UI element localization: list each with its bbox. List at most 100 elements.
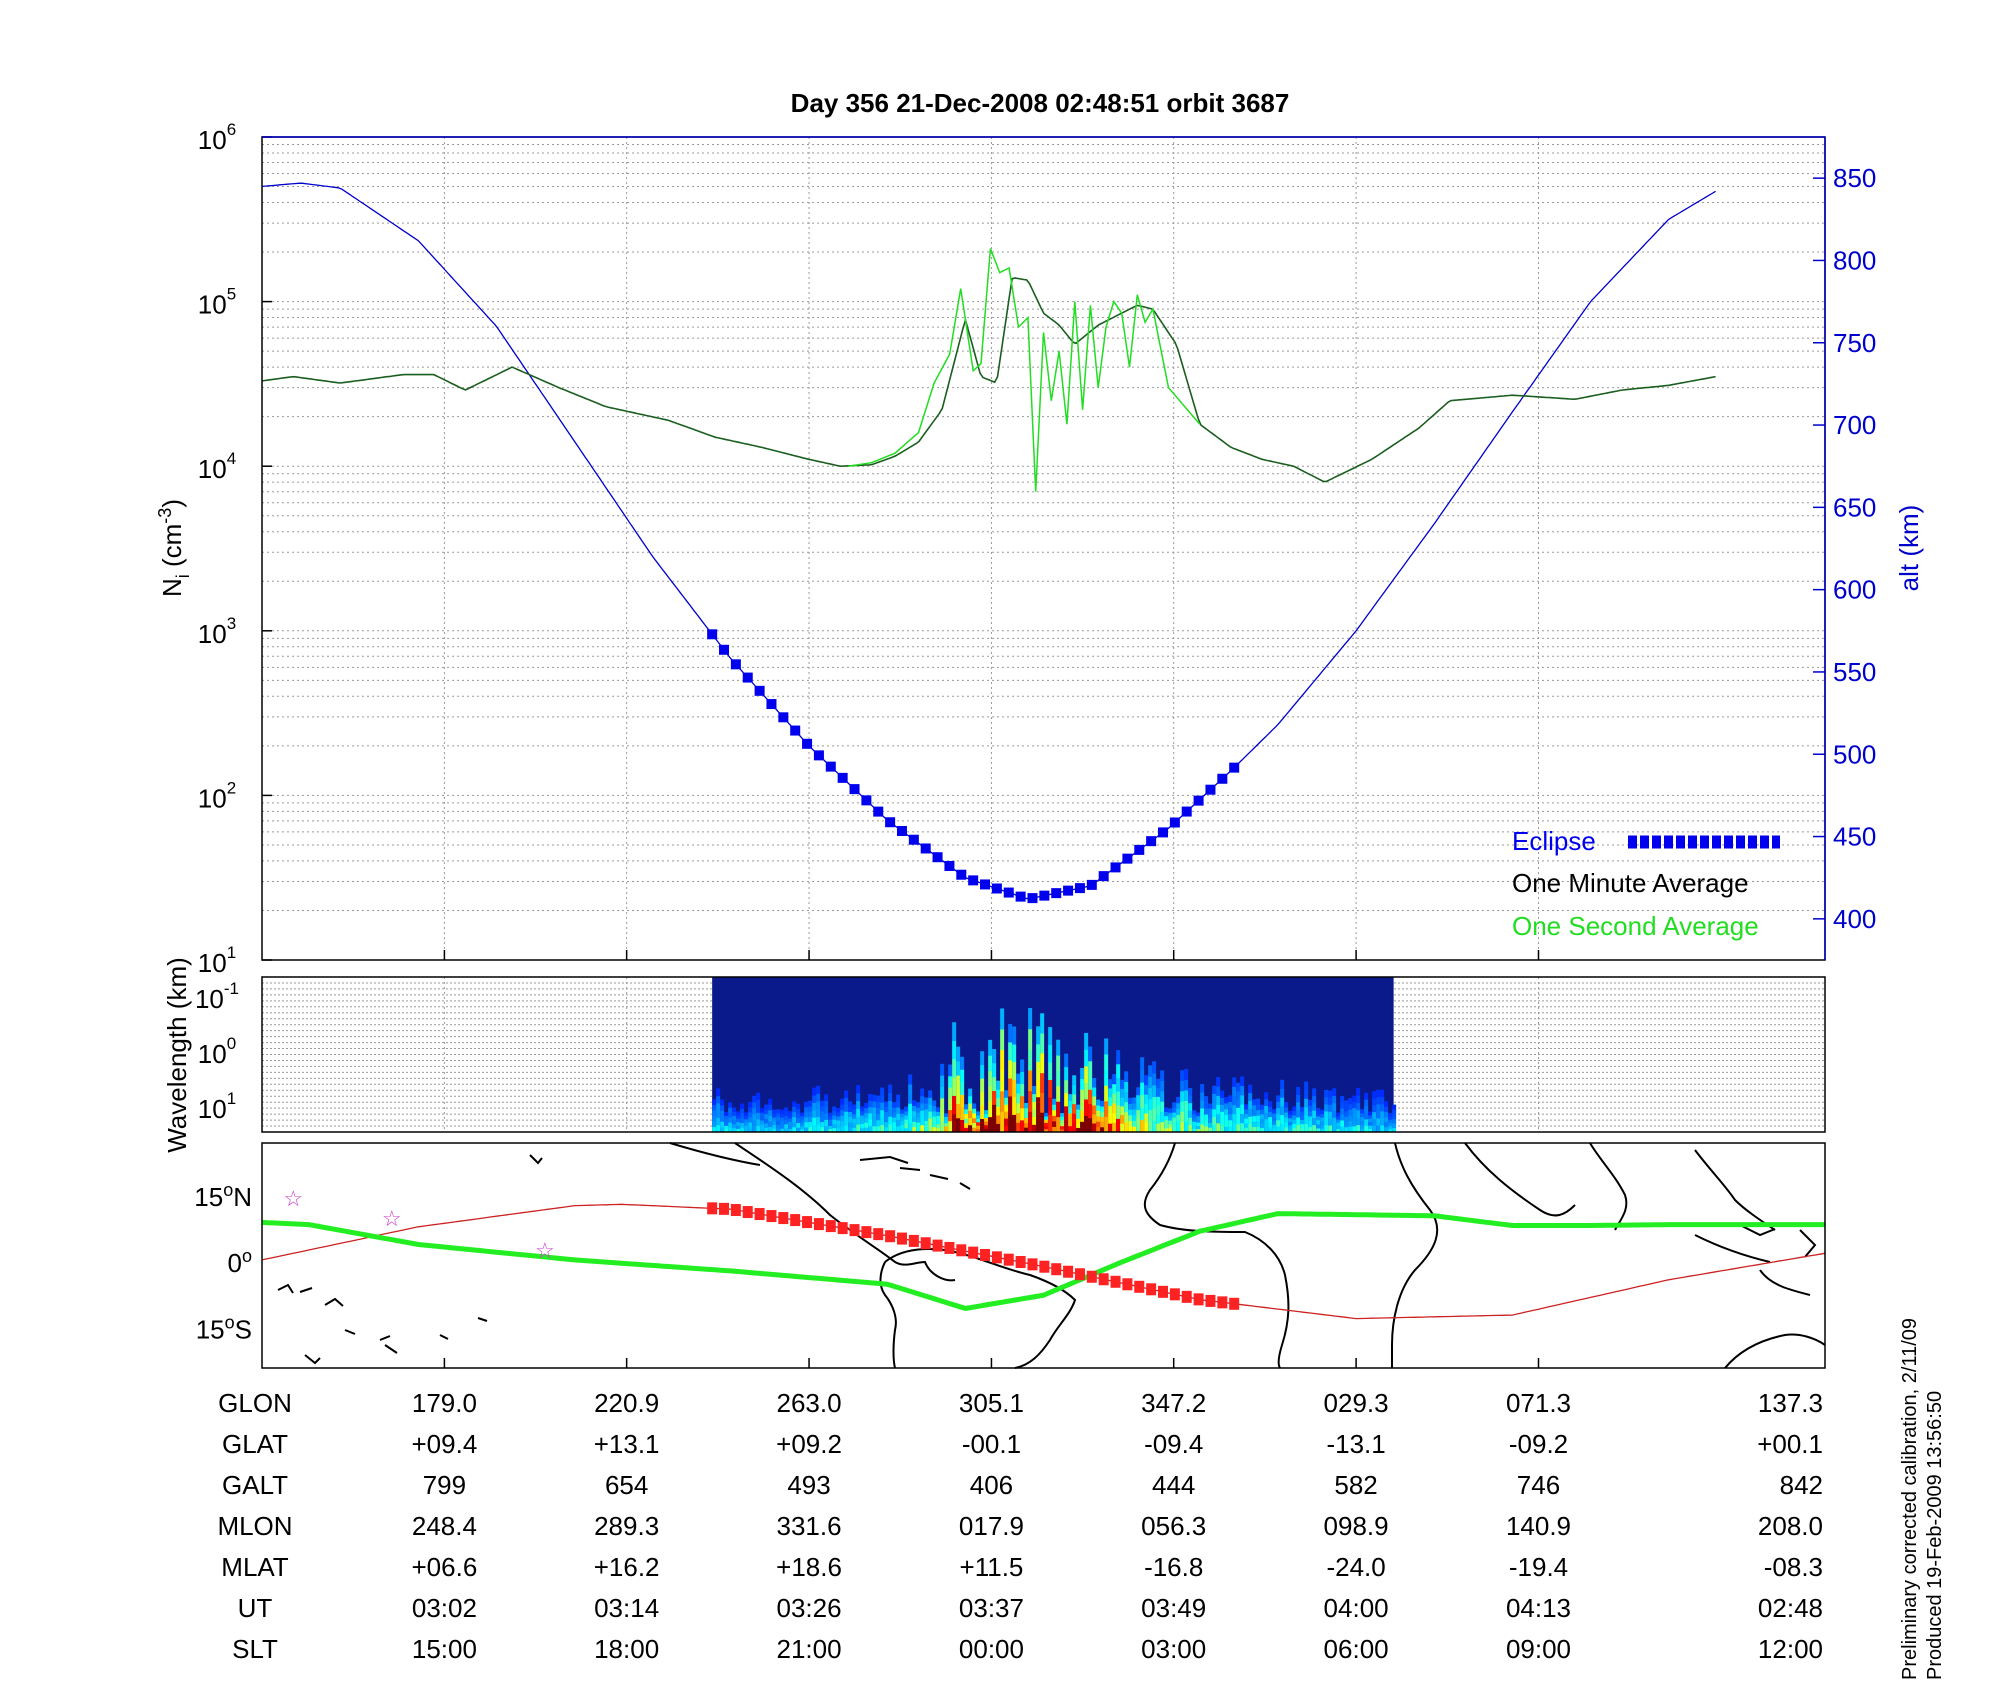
- density-tick-label: 101: [198, 943, 236, 978]
- spectrogram-cell: [1152, 1084, 1157, 1098]
- spectrogram-cell: [784, 1123, 789, 1129]
- spectrogram-cell: [720, 1099, 725, 1106]
- spectrogram-cell: [904, 1127, 909, 1133]
- spectrogram-cell: [1228, 1095, 1233, 1103]
- spectrogram-cell: [712, 1110, 717, 1117]
- spectrogram-cell: [896, 1113, 901, 1121]
- spectrogram-cell: [1080, 1078, 1085, 1090]
- spectrogram-cell: [1296, 1109, 1301, 1118]
- spectrogram-cell: [916, 1107, 921, 1113]
- spectrogram-cell: [828, 1122, 833, 1127]
- spectrogram-cell: [1204, 1102, 1209, 1109]
- spectrogram-cell: [880, 1087, 885, 1096]
- spectrogram-cell: [1024, 1112, 1029, 1118]
- spectrogram-cell: [772, 1109, 777, 1114]
- spectrogram-cell: [1108, 1079, 1113, 1089]
- spectrogram-cell: [996, 1089, 1001, 1099]
- spectrogram-cell: [1084, 1032, 1089, 1050]
- spectrogram-cell: [1212, 1124, 1217, 1133]
- spectrogram-cell: [1188, 1110, 1193, 1118]
- eclipse-track-marker: [1110, 1275, 1121, 1288]
- spectrogram-cell: [1344, 1100, 1349, 1107]
- altitude-tick-label: 500: [1833, 739, 1876, 769]
- spectrogram-cell: [920, 1124, 925, 1133]
- spectrogram-cell: [1260, 1118, 1265, 1124]
- spectrogram-cell: [1000, 1049, 1005, 1071]
- spectrogram-cell: [792, 1116, 797, 1123]
- spectrogram-cell: [1060, 1119, 1065, 1124]
- spectrogram-cell: [1172, 1117, 1177, 1123]
- eclipse-marker: [1205, 784, 1216, 795]
- spectrogram-cell: [960, 1081, 965, 1095]
- spectrogram-cell: [1028, 1090, 1033, 1112]
- spectrogram-cell: [724, 1118, 729, 1123]
- spectrogram-cell: [980, 1078, 985, 1093]
- map-frame: [261, 1142, 1826, 1369]
- spectrogram-cell: [1016, 1102, 1021, 1114]
- spectrogram-cell: [1164, 1115, 1169, 1121]
- spectrogram-cell: [1140, 1057, 1145, 1071]
- spectrogram-cell: [784, 1115, 789, 1121]
- spectrogram-cell: [880, 1102, 885, 1111]
- spectrogram-cell: [1232, 1104, 1237, 1115]
- spectrogram-cell: [1260, 1122, 1265, 1128]
- spectrogram-cell: [860, 1127, 865, 1133]
- spectrogram-cell: [1136, 1117, 1141, 1126]
- spectrogram-cell: [1336, 1128, 1341, 1133]
- spectrogram-cell: [1028, 1049, 1033, 1071]
- ephemeris-cell: 263.0: [777, 1388, 842, 1418]
- spectrogram-cell: [808, 1126, 813, 1133]
- spectrogram-cell: [724, 1115, 729, 1120]
- spectrogram-cell: [1164, 1123, 1169, 1129]
- spectrogram-cell: [1244, 1104, 1249, 1110]
- spectrogram-cell: [888, 1084, 893, 1094]
- spectrogram-cell: [836, 1124, 841, 1129]
- spectrogram-cell: [956, 1060, 961, 1076]
- spectrogram-cell: [1188, 1095, 1193, 1104]
- spectrogram-cell: [712, 1099, 717, 1106]
- spectrogram-cell: [1100, 1121, 1105, 1128]
- spectrogram-cell: [1348, 1115, 1353, 1122]
- spectrogram-cell: [828, 1128, 833, 1133]
- spectrogram-cell: [1264, 1125, 1269, 1133]
- ephemeris-cell: 179.0: [412, 1388, 477, 1418]
- spectrogram-cell: [1316, 1111, 1321, 1117]
- spectrogram-cell: [1124, 1081, 1129, 1093]
- spectrogram-cell: [832, 1127, 837, 1133]
- spectrogram-cell: [784, 1127, 789, 1133]
- spectrogram-cell: [1168, 1124, 1173, 1129]
- spectrogram-cell: [1288, 1128, 1293, 1133]
- spectrogram-cell: [1108, 1114, 1113, 1124]
- density-tick-label: 102: [198, 778, 236, 813]
- spectrogram-cell: [916, 1127, 921, 1133]
- spectrogram-cell: [868, 1094, 873, 1101]
- eclipse-marker: [1217, 773, 1228, 784]
- spectrogram-cell: [716, 1117, 721, 1126]
- spectrogram-cell: [1044, 1112, 1049, 1117]
- spectrogram-cell: [816, 1093, 821, 1102]
- ephemeris-cell: 746: [1517, 1470, 1560, 1500]
- spectrogram-cell: [1208, 1127, 1213, 1133]
- spectrogram-cell: [1128, 1109, 1133, 1116]
- spectrogram-cell: [1284, 1117, 1289, 1123]
- spectrogram-cell: [1256, 1098, 1261, 1105]
- spectrogram-cell: [1300, 1119, 1305, 1125]
- spectrogram-cell: [828, 1125, 833, 1130]
- spectrogram-cell: [1056, 1070, 1061, 1087]
- spectrogram-ylabel: Wavelength (km): [162, 957, 192, 1153]
- spectrogram-cell: [908, 1074, 913, 1085]
- spectrogram-cell: [1300, 1115, 1305, 1121]
- spectrogram-cell: [848, 1121, 853, 1128]
- spectrogram-cell: [1380, 1103, 1385, 1112]
- spectrogram-cell: [1092, 1087, 1097, 1097]
- spectrogram-cell: [932, 1121, 937, 1128]
- ephemeris-cell: 03:00: [1141, 1634, 1206, 1664]
- spectrogram-cell: [1076, 1109, 1081, 1115]
- spectrogram-cell: [1312, 1110, 1317, 1118]
- spectrogram-cell: [1208, 1113, 1213, 1119]
- spectrogram-cell: [844, 1118, 849, 1126]
- spectrogram-cell: [1308, 1115, 1313, 1122]
- spectrogram-cell: [780, 1120, 785, 1126]
- one-minute-line: [261, 277, 1716, 483]
- spectrogram-cell: [884, 1111, 889, 1118]
